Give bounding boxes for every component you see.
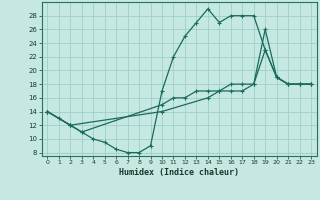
X-axis label: Humidex (Indice chaleur): Humidex (Indice chaleur) bbox=[119, 168, 239, 177]
